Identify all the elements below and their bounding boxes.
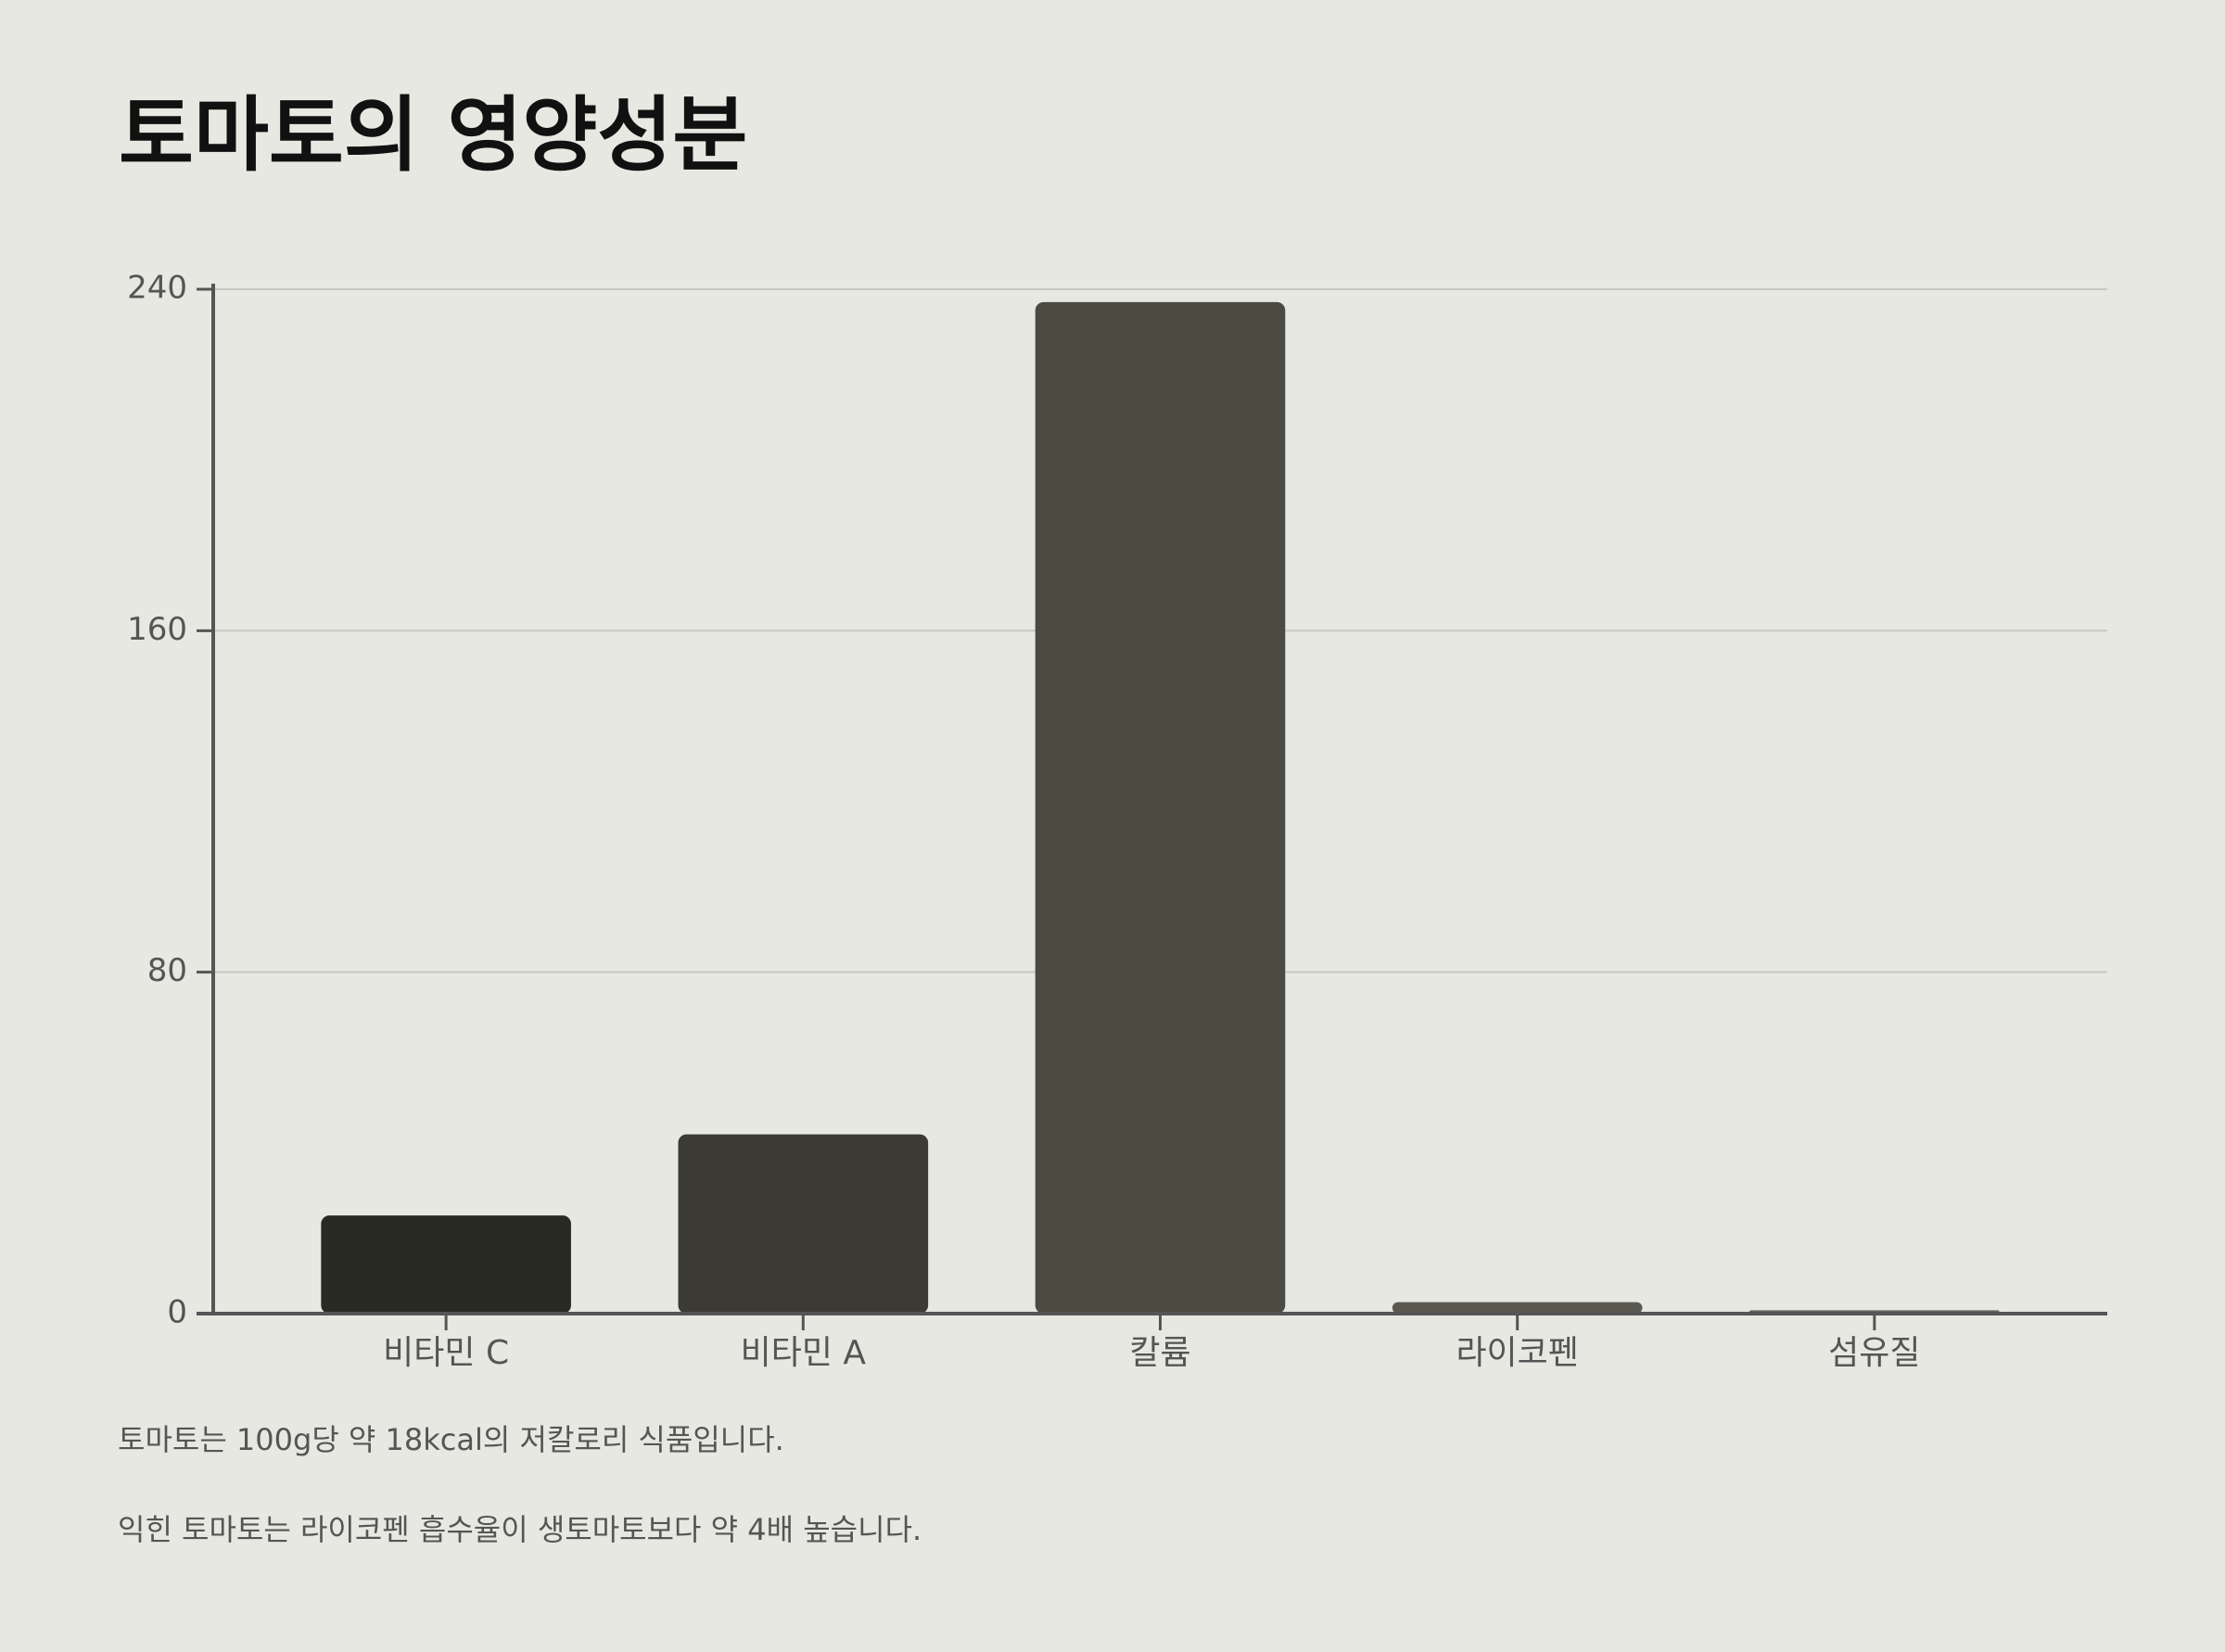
chart-title: 토마토의 영양성분 [119,87,747,183]
x-tick-label: 비타민 A [741,1334,867,1372]
y-tick-label: 0 [167,1294,187,1331]
note: 익힌 토마토는 라이코펜 흡수율이 생토마토보다 약 4배 높습니다. [118,1512,922,1547]
x-tick-label: 라이코펜 [1456,1334,1578,1372]
bar [678,1134,929,1314]
bar [1392,1302,1643,1314]
y-tick-label: 240 [127,270,187,307]
note: 토마토는 100g당 약 18kcal의 저칼로리 식품입니다. [118,1422,784,1457]
bar [1035,301,1286,1314]
bar [321,1215,571,1314]
x-tick-label: 칼륨 [1129,1334,1190,1372]
x-tick-label: 섬유질 [1828,1334,1920,1372]
x-tick-label: 비타민 C [383,1334,509,1372]
y-tick-label: 80 [147,952,187,989]
y-tick-label: 160 [127,611,187,648]
